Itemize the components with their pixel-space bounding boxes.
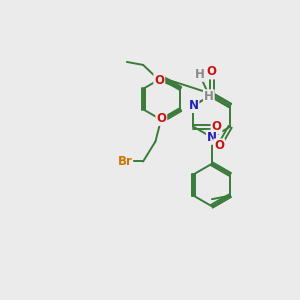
Text: O: O [212,120,221,133]
Text: H: H [204,90,214,103]
Text: N: N [207,131,217,144]
Text: N: N [188,99,199,112]
Text: O: O [214,140,224,152]
Text: O: O [154,74,164,87]
Text: O: O [207,65,217,79]
Text: O: O [156,112,166,125]
Text: Br: Br [117,155,132,168]
Text: H: H [195,68,204,81]
